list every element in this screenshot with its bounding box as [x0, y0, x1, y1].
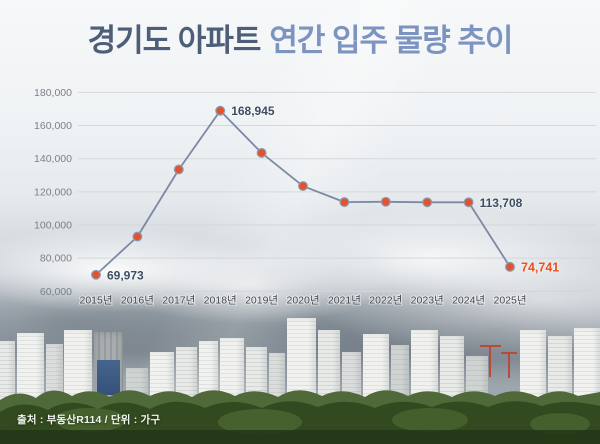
crane-icon — [480, 345, 501, 347]
treeline — [0, 390, 600, 444]
crane-icon — [501, 352, 517, 354]
data-point — [173, 164, 184, 175]
construction-tarp — [97, 360, 120, 395]
y-tick-label: 140,000 — [34, 153, 72, 165]
data-point — [380, 196, 391, 207]
y-tick-label: 60,000 — [40, 286, 72, 298]
y-tick-label: 80,000 — [40, 253, 72, 265]
data-label: 69,973 — [107, 268, 144, 282]
x-tick-label: 2018년 — [204, 295, 237, 307]
trend-line — [95, 109, 511, 276]
title-part-primary: 경기도 아파트 — [87, 23, 262, 58]
page-title: 경기도 아파트 연간 입주 물량 추이 — [0, 22, 600, 59]
x-tick-label: 2022년 — [369, 295, 402, 307]
data-point — [422, 197, 433, 208]
x-tick-label: 2017년 — [162, 295, 195, 307]
y-tick-label: 100,000 — [34, 220, 72, 232]
data-point — [91, 269, 101, 280]
data-label: 168,945 — [231, 104, 275, 118]
y-tick-label: 120,000 — [34, 186, 72, 198]
data-point — [132, 231, 143, 242]
x-tick-label: 2020년 — [286, 295, 319, 307]
x-tick-label: 2024년 — [452, 295, 485, 307]
x-tick-label: 2016년 — [121, 295, 154, 307]
crane-icon — [489, 345, 491, 377]
x-tick-label: 2025년 — [493, 295, 526, 307]
x-tick-label: 2023년 — [411, 295, 444, 307]
data-point — [215, 105, 226, 116]
crane-icon — [508, 352, 510, 378]
data-point — [505, 261, 515, 272]
data-point — [298, 181, 308, 191]
data-point — [463, 197, 474, 208]
y-tick-label: 180,000 — [34, 87, 72, 99]
source-note: 출처 : 부동산R114 / 단위 : 가구 — [17, 414, 161, 426]
data-label-highlight: 74,741 — [521, 260, 559, 274]
x-tick-label: 2019년 — [245, 295, 278, 307]
title-part-secondary: 연간 입주 물량 추이 — [269, 23, 513, 58]
data-point — [339, 197, 350, 208]
data-point — [256, 147, 267, 158]
x-tick-label: 2015년 — [79, 295, 112, 307]
data-label: 113,708 — [480, 196, 523, 210]
y-tick-label: 160,000 — [34, 120, 72, 132]
x-tick-label: 2021년 — [328, 295, 361, 307]
